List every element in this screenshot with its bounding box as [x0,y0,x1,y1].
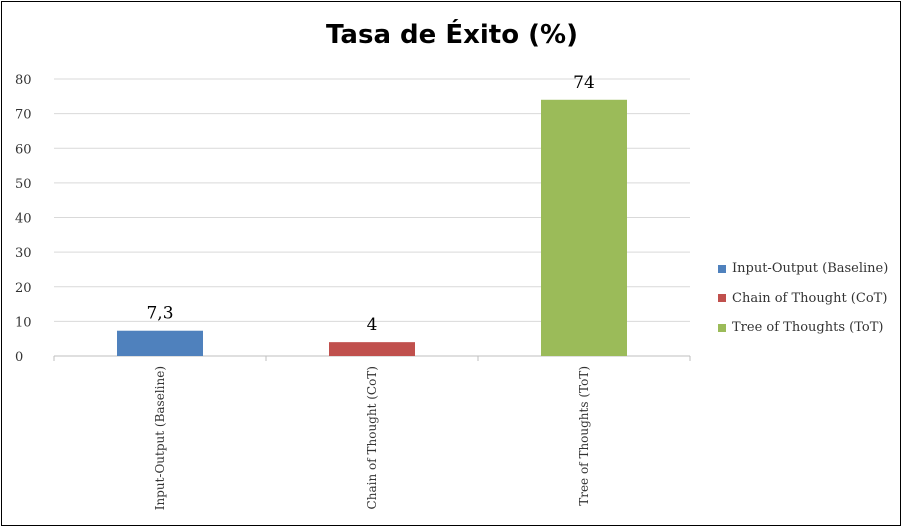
legend-item: Input-Output (Baseline) [718,254,888,284]
bar [541,99,627,357]
legend-label: Tree of Thoughts (ToT) [732,320,884,336]
legend-item: Tree of Thoughts (ToT) [718,313,888,343]
data-label: 4 [367,315,378,335]
y-tick-label: 20 [15,281,32,296]
x-tick-label: Tree of Thoughts (ToT) [577,366,591,506]
y-tick-label: 60 [15,142,32,157]
legend: Input-Output (Baseline) Chain of Thought … [718,254,888,343]
data-label: 74 [573,73,595,93]
chart-title: Tasa de Éxito (%) [326,20,578,50]
y-tick-label: 50 [15,177,32,192]
y-tick-label: 70 [15,108,32,123]
y-tick-label: 30 [15,246,32,261]
x-tick-label: Chain of Thought (CoT) [365,366,379,509]
y-tick-label: 10 [15,315,32,330]
bar [329,342,415,356]
legend-swatch [718,323,726,332]
y-tick-label: 80 [15,73,32,88]
legend-label: Input-Output (Baseline) [732,261,889,277]
legend-swatch [718,294,726,303]
x-tick-label: Input-Output (Baseline) [153,366,167,510]
legend-item: Chain of Thought (CoT) [718,284,888,314]
data-label: 7,3 [146,304,173,324]
bar [117,330,203,356]
legend-label: Chain of Thought (CoT) [732,290,888,306]
legend-swatch [718,264,726,273]
y-tick-label: 0 [15,350,23,365]
y-tick-label: 40 [15,212,32,227]
